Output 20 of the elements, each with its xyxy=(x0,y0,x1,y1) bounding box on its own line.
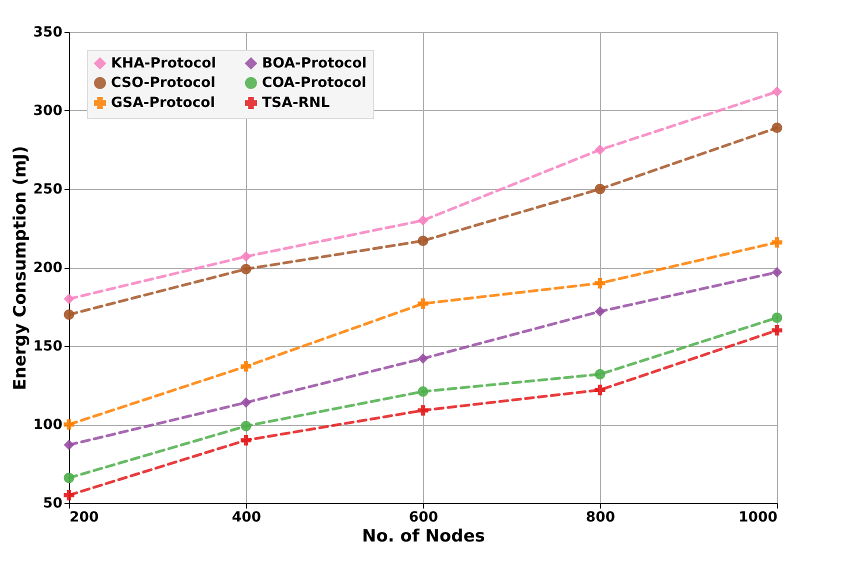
x-axis-title: No. of Nodes xyxy=(362,526,486,546)
y-tick-label: 150 xyxy=(33,338,63,354)
legend-label: KHA-Protocol xyxy=(111,55,216,72)
legend-label: GSA-Protocol xyxy=(111,95,216,111)
y-tick-label: 50 xyxy=(43,496,63,512)
legend-label: TSA-RNL xyxy=(262,95,330,111)
y-axis-title: Energy Consumption (mJ) xyxy=(10,146,30,390)
x-tick-label: 1000 xyxy=(738,510,778,526)
x-tick-label: 600 xyxy=(408,510,438,526)
legend-label: COA-Protocol xyxy=(262,75,366,91)
legend-label: BOA-Protocol xyxy=(262,55,367,72)
y-tick-label: 300 xyxy=(33,103,63,119)
y-tick-label: 250 xyxy=(33,182,63,198)
y-tick-label: 100 xyxy=(33,417,63,433)
x-tick-label: 200 xyxy=(70,510,99,526)
y-tick-label: 350 xyxy=(33,24,63,40)
y-tick-label: 200 xyxy=(33,260,63,276)
x-tick-label: 800 xyxy=(586,510,616,526)
x-tick-label: 400 xyxy=(232,510,262,526)
legend-label: CSO-Protocol xyxy=(111,75,216,91)
